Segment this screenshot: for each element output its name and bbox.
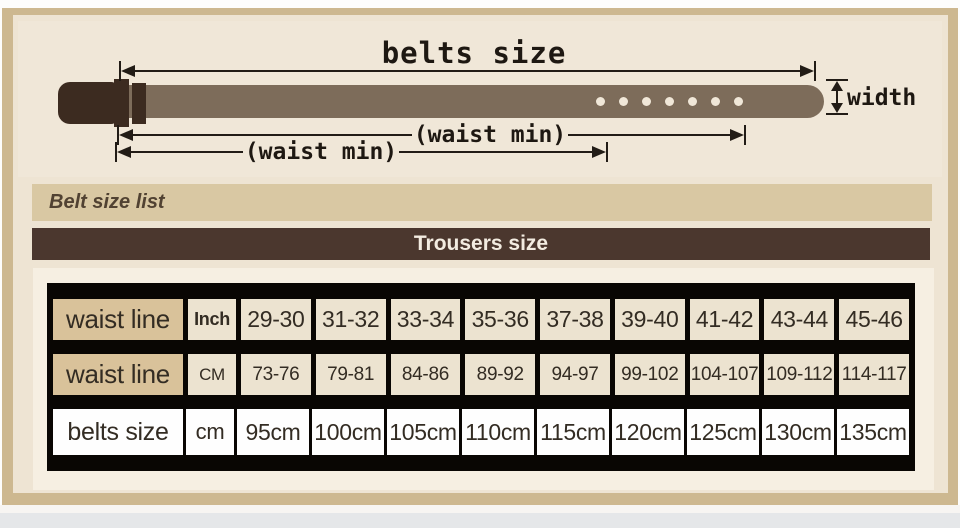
value-cell: 104-107 <box>689 354 760 395</box>
value-cell: 125cm <box>687 409 759 455</box>
value-cell: 105cm <box>387 409 459 455</box>
value-cell: 31-32 <box>315 299 386 340</box>
width-label: width <box>847 85 917 111</box>
diagram-title: belts size <box>381 36 567 70</box>
table-row-belt-length: belts size cm 95cm 100cm 105cm 110cm 115… <box>53 409 909 455</box>
value-cell: 114-117 <box>839 354 910 395</box>
value-cell: 99-102 <box>614 354 685 395</box>
value-cell: 95cm <box>237 409 309 455</box>
value-cell: 130cm <box>762 409 834 455</box>
belt-keeper-bar <box>132 83 146 124</box>
page-strip-gray <box>0 513 960 528</box>
belt-buckle <box>58 82 119 124</box>
belt-keeper-bar <box>114 79 129 127</box>
value-cell: 109-112 <box>764 354 835 395</box>
unit-cell: Inch <box>188 299 236 340</box>
belt-hole <box>642 97 651 106</box>
belt-hole <box>688 97 697 106</box>
value-cell: 100cm <box>312 409 384 455</box>
value-cell: 79-81 <box>315 354 386 395</box>
value-cell: 110cm <box>462 409 534 455</box>
value-cell: 37-38 <box>540 299 610 340</box>
row-header: belts size <box>53 409 183 455</box>
value-cell: 43-44 <box>764 299 835 340</box>
value-cell: 33-34 <box>390 299 461 340</box>
unit-cell: CM <box>188 354 236 395</box>
waist-min-label-lower: (waist min) <box>244 139 398 165</box>
table-row-waist-cm: waist line CM 73-76 79-81 84-86 89-92 94… <box>53 354 910 395</box>
value-cell: 115cm <box>537 409 609 455</box>
belt-hole <box>619 97 628 106</box>
waist-min-label-upper: (waist min) <box>413 122 567 148</box>
belt-hole <box>734 97 743 106</box>
value-cell: 45-46 <box>839 299 910 340</box>
row-header: waist line <box>53 354 183 395</box>
value-cell: 89-92 <box>465 354 536 395</box>
value-cell: 94-97 <box>540 354 610 395</box>
value-cell: 29-30 <box>241 299 311 340</box>
value-cell: 35-36 <box>465 299 536 340</box>
value-cell: 120cm <box>612 409 684 455</box>
belt-size-list-bar: Belt size list <box>32 184 932 221</box>
unit-cell: cm <box>186 409 234 455</box>
page-strip-light <box>0 505 960 513</box>
value-cell: 73-76 <box>241 354 311 395</box>
belt-strap <box>114 85 824 118</box>
belt-hole <box>665 97 674 106</box>
size-table: waist line Inch 29-30 31-32 33-34 35-36 … <box>47 283 915 471</box>
belt-hole <box>596 97 605 106</box>
table-row-waist-inch: waist line Inch 29-30 31-32 33-34 35-36 … <box>53 299 910 340</box>
value-cell: 84-86 <box>390 354 461 395</box>
trousers-size-bar: Trousers size <box>32 228 930 260</box>
value-cell: 39-40 <box>614 299 685 340</box>
row-header: waist line <box>53 299 183 340</box>
value-cell: 135cm <box>837 409 909 455</box>
belt-hole <box>711 97 720 106</box>
value-cell: 41-42 <box>689 299 760 340</box>
dimension-arrows <box>115 61 848 162</box>
